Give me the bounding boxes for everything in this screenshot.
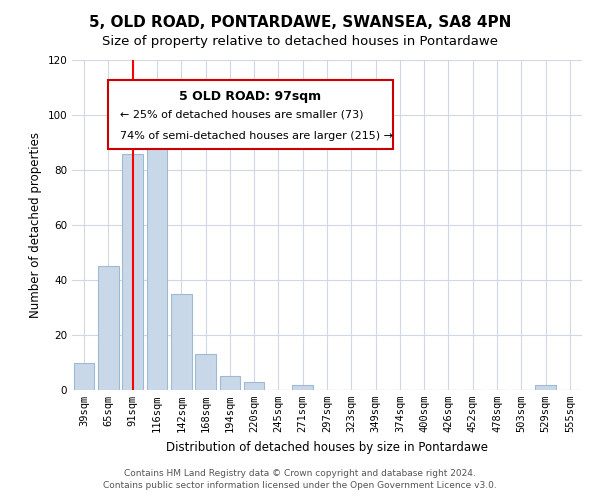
- Text: Contains HM Land Registry data © Crown copyright and database right 2024.
Contai: Contains HM Land Registry data © Crown c…: [103, 468, 497, 490]
- Bar: [146, 137, 167, 390]
- Bar: [535, 384, 556, 390]
- Bar: [292, 384, 313, 390]
- X-axis label: Distribution of detached houses by size in Pontardawe: Distribution of detached houses by size …: [166, 440, 488, 454]
- Text: Size of property relative to detached houses in Pontardawe: Size of property relative to detached ho…: [102, 35, 498, 48]
- Text: 5 OLD ROAD: 97sqm: 5 OLD ROAD: 97sqm: [179, 90, 322, 102]
- Y-axis label: Number of detached properties: Number of detached properties: [29, 132, 42, 318]
- Bar: [74, 362, 94, 390]
- Bar: [122, 154, 143, 390]
- Bar: [220, 376, 240, 390]
- FancyBboxPatch shape: [108, 80, 394, 149]
- Text: 5, OLD ROAD, PONTARDAWE, SWANSEA, SA8 4PN: 5, OLD ROAD, PONTARDAWE, SWANSEA, SA8 4P…: [89, 15, 511, 30]
- Bar: [195, 354, 216, 390]
- Bar: [171, 294, 191, 390]
- Text: 74% of semi-detached houses are larger (215) →: 74% of semi-detached houses are larger (…: [121, 131, 394, 141]
- Bar: [244, 382, 265, 390]
- Bar: [98, 266, 119, 390]
- Text: ← 25% of detached houses are smaller (73): ← 25% of detached houses are smaller (73…: [121, 110, 364, 120]
